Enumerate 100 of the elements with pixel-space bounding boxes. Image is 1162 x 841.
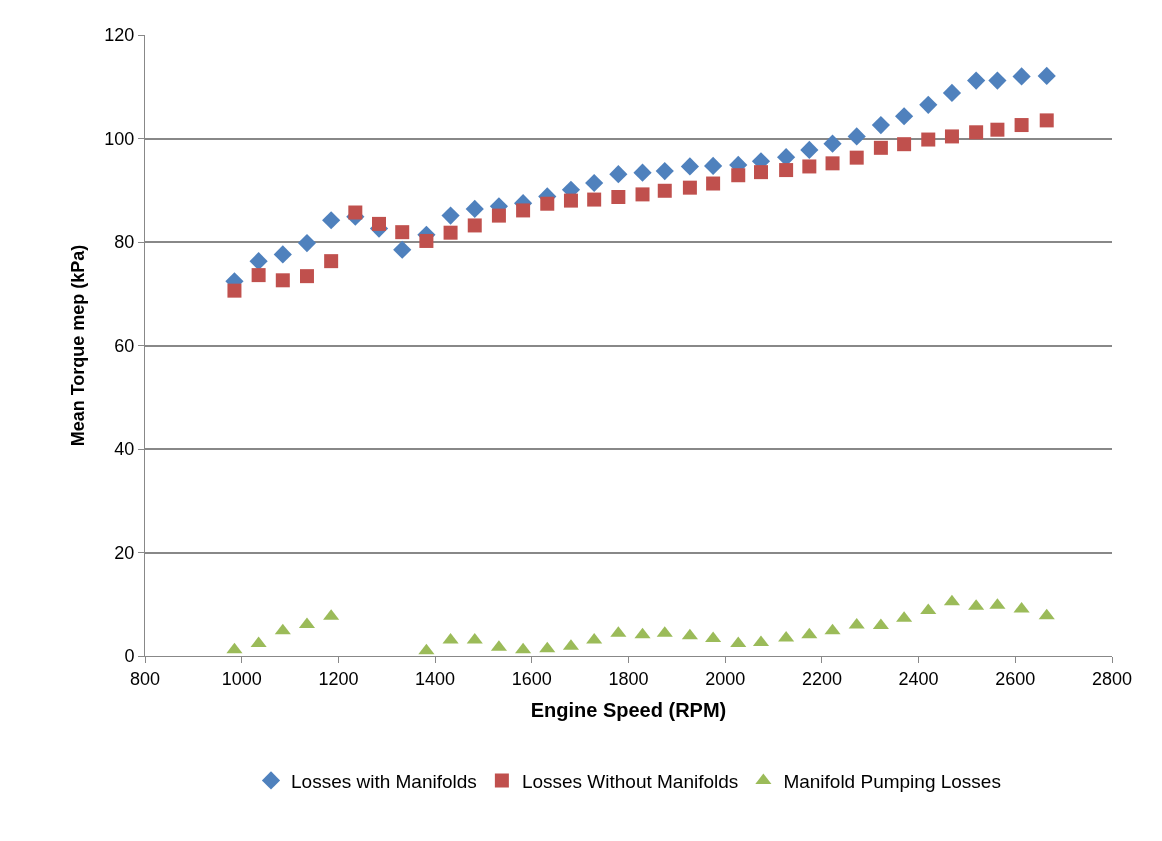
point [466,632,483,644]
point [849,150,864,165]
y-axis-title: Mean Torque mep (kPa) [67,244,88,447]
point [657,183,672,198]
point [823,134,842,153]
point [540,196,555,211]
point [825,156,840,171]
point [633,163,652,182]
point [443,225,458,240]
point [682,180,697,195]
point [967,71,986,90]
point [655,162,674,181]
y-tick-label: 0 [124,646,135,667]
point [441,206,460,225]
y-tick-label: 100 [104,128,135,149]
point [824,623,841,635]
point [1012,67,1031,86]
x-tick-label: 1600 [511,668,552,689]
point [873,140,888,155]
point [515,642,532,654]
point [1013,601,1030,613]
point [299,269,314,284]
point [348,205,363,220]
x-tick-label: 1000 [221,668,262,689]
x-tick-label: 2400 [898,668,939,689]
point [801,627,818,639]
point [753,165,768,180]
point [273,245,292,264]
point [465,199,484,218]
point [491,208,506,223]
point [1014,118,1029,133]
point [587,192,602,207]
point [800,140,819,159]
point [419,233,434,248]
point [249,252,268,271]
point [944,129,959,144]
point [847,127,866,146]
legend-label: Manifold Pumping Losses [783,770,1001,792]
point [275,273,290,288]
point [942,83,962,103]
point [706,176,721,191]
point [585,173,604,193]
y-tick-label: 60 [114,335,135,356]
legend-label: Losses Without Manifolds [521,770,739,792]
legend-label: Losses with Manifolds [291,770,477,792]
point [730,636,747,648]
point [324,254,339,269]
point [681,628,698,640]
point [871,115,890,135]
point [897,137,912,152]
point [990,122,1005,137]
point [680,157,699,176]
point [969,125,984,140]
x-tick-label: 800 [129,668,161,689]
x-axis-title: Engine Speed (RPM) [530,699,727,722]
x-tick-label: 1200 [318,668,359,689]
point [1037,66,1056,85]
point [895,107,914,126]
point [802,159,817,174]
y-tick-label: 20 [114,542,135,563]
point [274,623,291,635]
point [609,165,628,184]
x-tick-label: 2600 [995,668,1036,689]
point [418,643,435,655]
point [779,163,794,178]
point [988,71,1007,90]
point [539,641,556,653]
point [226,642,243,654]
point [731,168,746,183]
point [1039,113,1054,128]
point [322,211,341,230]
point [442,632,459,644]
point [297,233,317,253]
point [516,203,531,218]
point [563,193,578,208]
y-tick-label: 120 [104,25,135,46]
point [919,95,938,114]
point [586,632,603,644]
point [250,636,267,648]
x-tick-label: 1400 [415,668,456,689]
y-tick-label: 80 [114,232,135,253]
point [634,627,651,639]
point [1038,608,1055,620]
point [778,630,795,642]
x-tick-label: 1800 [608,668,649,689]
point [704,156,723,176]
x-tick-label: 2800 [1091,668,1133,689]
point [467,218,482,233]
point [251,268,266,283]
point [395,225,410,240]
y-tick-label: 40 [114,439,135,460]
x-tick-label: 2200 [801,668,842,689]
point [635,187,650,202]
x-tick-label: 2000 [705,668,746,689]
point [227,283,242,298]
point [393,240,412,259]
point [848,617,865,629]
point [611,189,626,204]
point [921,132,936,147]
point [372,216,387,231]
